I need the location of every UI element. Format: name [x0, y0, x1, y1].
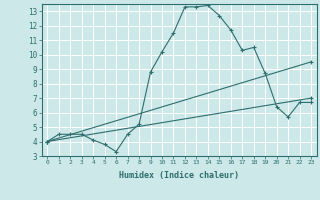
X-axis label: Humidex (Indice chaleur): Humidex (Indice chaleur) — [119, 171, 239, 180]
